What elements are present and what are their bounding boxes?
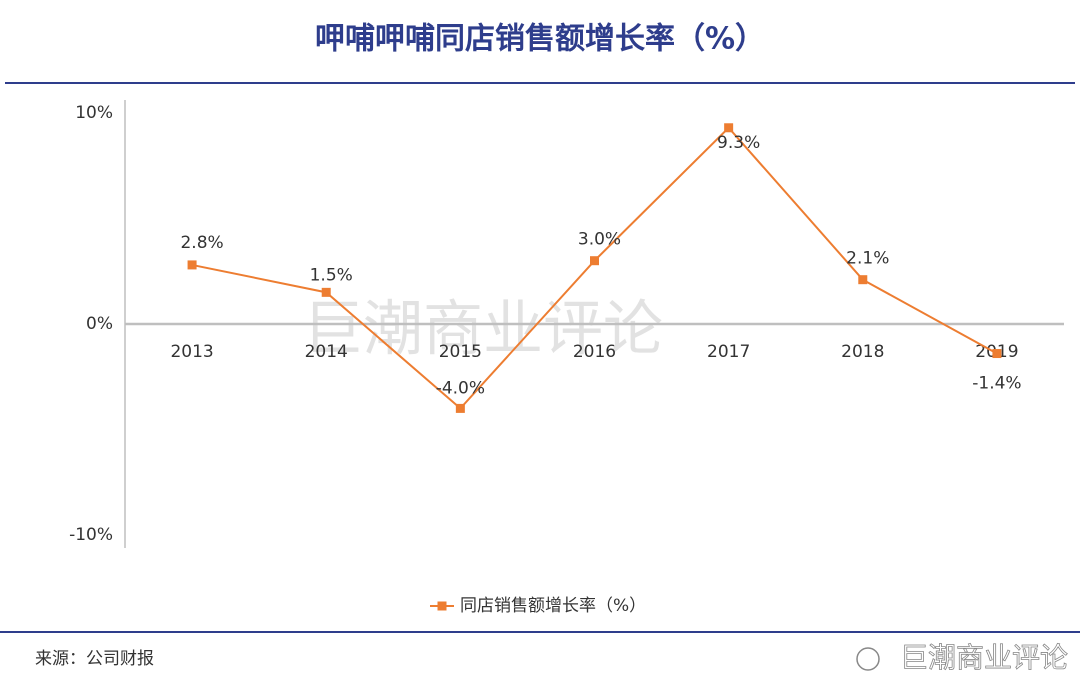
data-label: 2.1% [846, 249, 889, 269]
data-label: 1.5% [310, 265, 353, 285]
x-tick-label: 2018 [841, 342, 884, 362]
y-tick-label: 10% [75, 103, 113, 123]
data-label: -1.4% [972, 374, 1021, 394]
marker [992, 349, 1002, 359]
data-label: -4.0% [436, 378, 485, 398]
brand: 巨潮商业评论 [900, 641, 1068, 674]
x-tick-label: 2017 [707, 342, 750, 362]
marker [590, 256, 599, 266]
marker [321, 287, 331, 297]
marker [858, 275, 868, 285]
y-tick-label: -10% [69, 525, 113, 545]
data-label: 2.8% [180, 233, 223, 253]
source-note: 来源：公司财报 [35, 649, 154, 669]
marker [724, 123, 734, 133]
data-label: 9.3% [717, 133, 760, 153]
data-label: 3.0% [578, 230, 621, 250]
y-tick-label: 0% [86, 314, 113, 334]
brand-icon [856, 647, 880, 671]
legend-label: 同店销售额增长率（%） [460, 596, 646, 616]
marker [455, 403, 465, 413]
legend-marker [437, 601, 447, 611]
x-tick-label: 2016 [573, 342, 616, 362]
chart-title: 呷哺呷哺同店销售额增长率（%） [315, 22, 765, 57]
marker [187, 260, 197, 270]
x-tick-label: 2014 [305, 342, 348, 362]
watermark: 巨潮商业评论 [303, 295, 663, 365]
x-tick-label: 2015 [439, 342, 482, 362]
x-tick-label: 2013 [170, 342, 213, 362]
